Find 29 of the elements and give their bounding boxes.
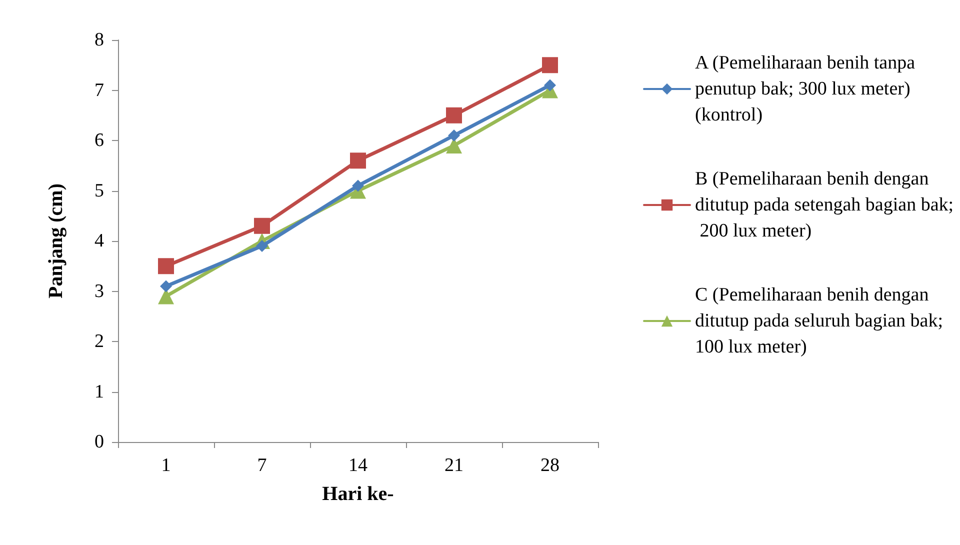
point <box>448 129 460 142</box>
point <box>544 79 556 92</box>
x-axis-title: Hari ke- <box>322 483 394 505</box>
point <box>352 180 364 192</box>
point <box>542 57 558 74</box>
x-tick-label: 7 <box>257 455 267 476</box>
point <box>254 218 270 234</box>
point <box>256 240 268 252</box>
y-tick-label: 5 <box>94 180 104 202</box>
x-tick-label: 14 <box>348 455 368 476</box>
point <box>158 258 174 274</box>
y-axis-title: Panjang (cm) <box>45 184 67 298</box>
legend-label: A (Pemeliharaan benih tanpa penutup bak; 300 lux meter) (kontrol) <box>695 52 920 126</box>
point <box>160 280 172 292</box>
y-tick-label: 4 <box>94 230 104 252</box>
y-tick-label: 2 <box>94 331 104 352</box>
y-tick-label: 7 <box>94 80 104 101</box>
x-tick-label: 21 <box>444 455 464 476</box>
y-tick-label: 8 <box>94 30 104 50</box>
x-tick-label: 28 <box>540 455 560 476</box>
y-tick-label: 6 <box>94 130 104 151</box>
y-tick-label: 3 <box>94 280 104 302</box>
legend-label: B (Pemeliharaan benih dengan ditutup pada setengah bagian bak; 200 lux meter) <box>695 168 954 242</box>
point <box>350 152 366 169</box>
point <box>446 107 462 124</box>
y-tick-label: 1 <box>94 381 104 402</box>
y-tick-label: 0 <box>94 432 104 452</box>
x-tick-label: 1 <box>161 455 171 476</box>
legend-label: C (Pemeliharaan benih dengan ditutup pada seluruh bagian bak; 100 lux meter) <box>695 284 948 358</box>
